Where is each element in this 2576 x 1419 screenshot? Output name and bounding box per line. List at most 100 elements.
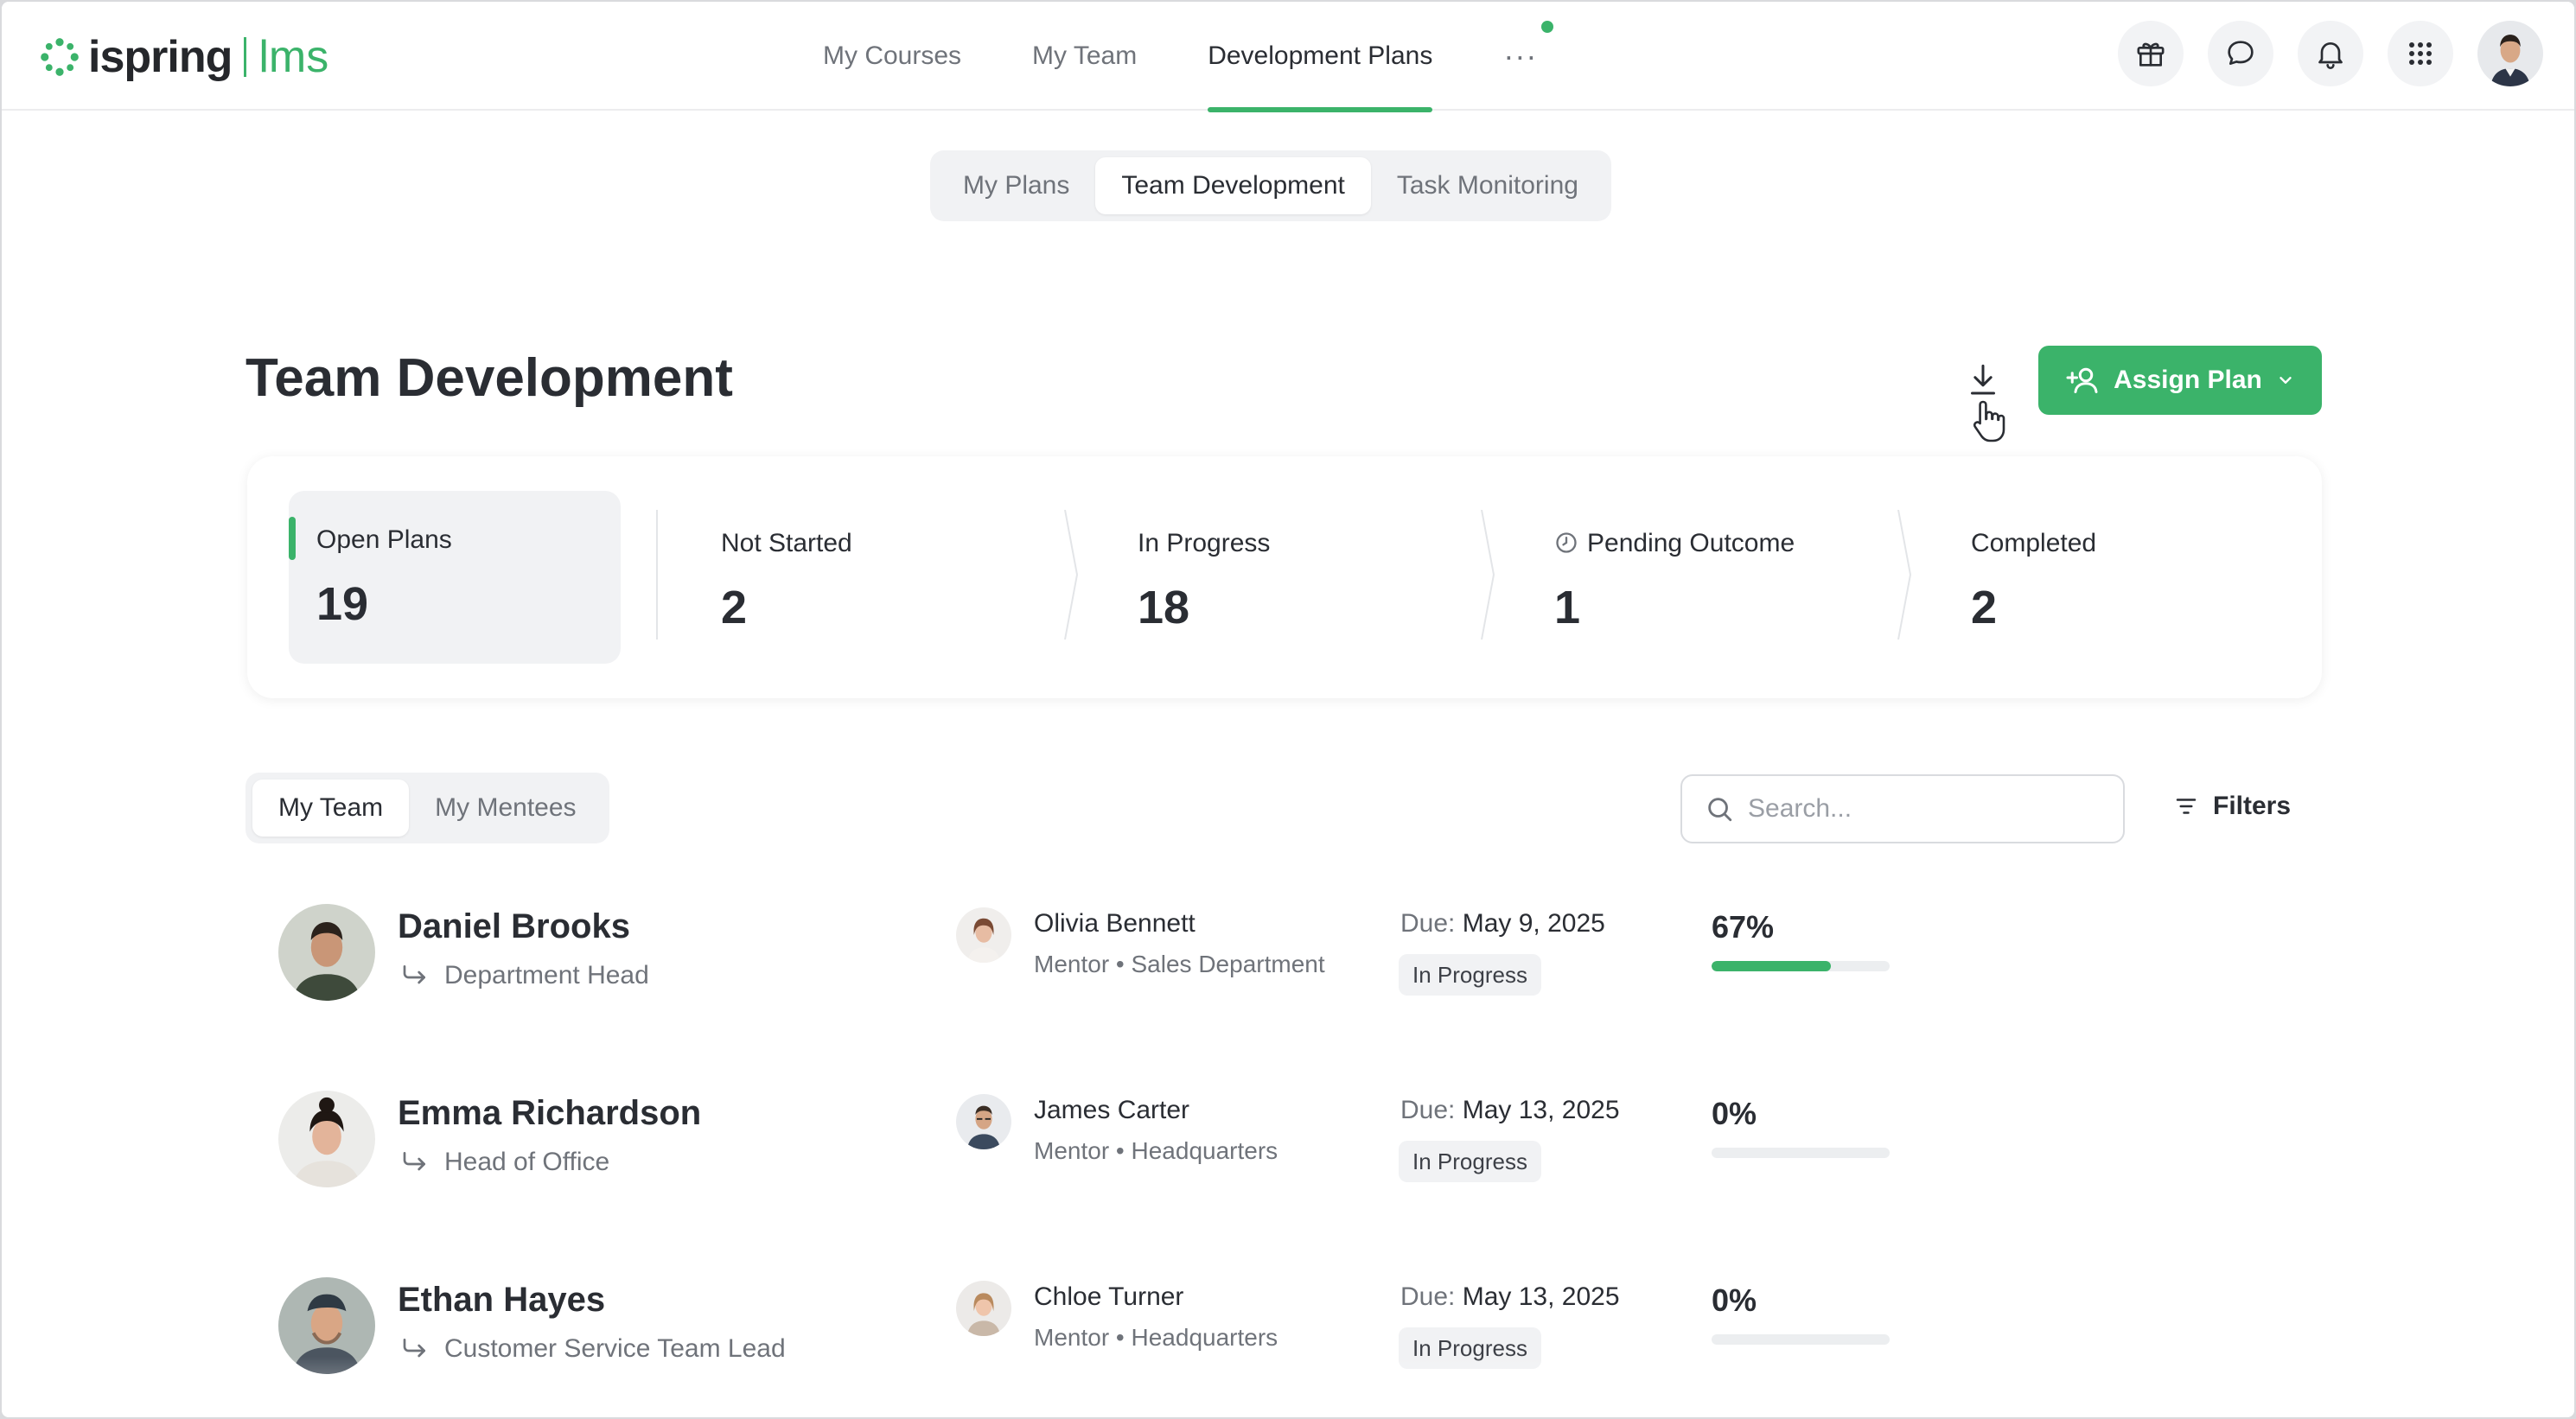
download-icon[interactable] (1966, 361, 2000, 399)
nav-my-courses[interactable]: My Courses (823, 41, 962, 70)
subordinate-arrow-icon (403, 965, 425, 984)
assign-plan-label: Assign Plan (2114, 366, 2262, 394)
employee-role-text: Department Head (444, 961, 649, 989)
search-input[interactable] (1748, 794, 2094, 824)
chevron-separator-icon (1897, 510, 1912, 640)
logo[interactable]: ispring lms (40, 32, 328, 82)
stat-value: 19 (316, 578, 369, 630)
chat-button[interactable] (2208, 21, 2273, 86)
stat-value: 2 (1971, 582, 1998, 633)
stat-not-started[interactable]: Not Started 2 (721, 491, 1084, 664)
divider (656, 510, 658, 640)
filters-label: Filters (2213, 792, 2292, 820)
logo-product-text: lms (244, 35, 328, 80)
due-label: Due: (1400, 1096, 1456, 1124)
nav-more-button[interactable]: ··· (1503, 2, 1554, 111)
bell-icon (2318, 42, 2343, 69)
notifications-button[interactable] (2298, 21, 2363, 86)
mentor-role: Mentor • Headquarters (1034, 1324, 1278, 1351)
nav-development-plans[interactable]: Development Plans (1208, 2, 1433, 112)
chevron-separator-icon (1481, 510, 1495, 640)
progress-percent: 67% (1712, 909, 1775, 945)
user-avatar-image (2477, 21, 2543, 86)
employee-photo (278, 1091, 375, 1187)
more-dots-icon: ··· (1503, 38, 1538, 73)
filters-button[interactable]: Filters (2173, 792, 2291, 821)
stat-label: In Progress (1138, 529, 1271, 557)
filter-icon (2176, 799, 2197, 814)
employee-avatar (278, 1091, 375, 1187)
subordinate-arrow-icon (403, 1152, 425, 1171)
stat-in-progress[interactable]: In Progress 18 (1138, 491, 1501, 664)
due-date: Due: May 13, 2025 (1400, 1282, 1620, 1312)
employee-name[interactable]: Ethan Hayes (398, 1281, 606, 1319)
employee-photo (278, 1277, 375, 1374)
due-date-value: May 13, 2025 (1462, 1096, 1620, 1124)
chat-icon (2228, 41, 2254, 65)
due-date: Due: May 9, 2025 (1400, 909, 1605, 939)
table-row[interactable]: Daniel Brooks Department Head Olivia Ben… (245, 904, 2320, 1091)
top-actions (2094, 21, 2543, 86)
stat-label: Pending Outcome (1554, 529, 1795, 558)
plans-subtabs: My Plans Team Development Task Monitorin… (930, 150, 1611, 221)
stat-open-plans[interactable]: Open Plans 19 (289, 491, 621, 664)
stat-completed[interactable]: Completed 2 (1971, 491, 2299, 664)
mentor-avatar (956, 1281, 1011, 1336)
user-avatar[interactable] (2477, 21, 2543, 86)
employee-photo (278, 904, 375, 1001)
mentor-name: Chloe Turner (1034, 1282, 1184, 1311)
mentor-photo (956, 907, 1011, 963)
add-user-icon (2066, 367, 2098, 393)
stat-label: Not Started (721, 529, 852, 557)
search-icon (1708, 798, 1732, 822)
mentor-name: Olivia Bennett (1034, 909, 1196, 938)
employee-role: Head of Office (401, 1148, 609, 1177)
toggle-my-team[interactable]: My Team (252, 779, 410, 837)
employee-avatar (278, 1277, 375, 1374)
due-date-value: May 13, 2025 (1462, 1282, 1620, 1311)
logo-brand-text: ispring (88, 32, 233, 82)
apps-button[interactable] (2388, 21, 2453, 86)
due-label: Due: (1400, 909, 1456, 938)
due-label: Due: (1400, 1282, 1456, 1311)
due-date: Due: May 13, 2025 (1400, 1096, 1620, 1125)
mentor-role: Mentor • Sales Department (1034, 951, 1325, 977)
stat-label: Completed (1971, 529, 2097, 557)
top-navigation: ispring lms My Courses My Team Developme… (2, 2, 2574, 112)
mentor-avatar (956, 1094, 1011, 1149)
page-title: Team Development (245, 348, 733, 408)
mentor-photo (956, 1094, 1011, 1149)
table-row[interactable]: Emma Richardson Head of Office James Car… (245, 1091, 2320, 1277)
gift-icon (2137, 42, 2165, 67)
stat-pending-outcome[interactable]: Pending Outcome 1 (1554, 491, 1917, 664)
stat-value: 1 (1554, 582, 1581, 633)
stat-label-text: Pending Outcome (1587, 529, 1795, 557)
assign-plan-button[interactable]: Assign Plan (2038, 346, 2322, 415)
nav-my-team[interactable]: My Team (1032, 41, 1138, 70)
employee-role: Department Head (401, 961, 649, 990)
chevron-down-icon (2280, 377, 2292, 384)
subtab-task-monitoring[interactable]: Task Monitoring (1396, 171, 1578, 200)
clock-icon (1556, 532, 1577, 553)
subtab-my-plans[interactable]: My Plans (963, 171, 1070, 200)
employee-role: Customer Service Team Lead (401, 1334, 786, 1364)
employee-name[interactable]: Emma Richardson (398, 1094, 702, 1132)
main-nav: My Courses My Team Development Plans ··· (823, 2, 1554, 112)
gift-button[interactable] (2118, 21, 2184, 86)
employee-name[interactable]: Daniel Brooks (398, 907, 630, 945)
team-toggle: My Team My Mentees (245, 773, 609, 843)
plan-stats-card: Open Plans 19 Not Started 2 In Progress … (247, 456, 2322, 698)
status-badge: In Progress (1399, 954, 1541, 996)
active-indicator (289, 517, 296, 560)
table-row[interactable]: Ethan Hayes Customer Service Team Lead C… (245, 1277, 2320, 1417)
mentor-role: Mentor • Headquarters (1034, 1137, 1278, 1164)
toggle-my-mentees[interactable]: My Mentees (435, 793, 577, 822)
employee-role-text: Customer Service Team Lead (444, 1334, 786, 1363)
progress-bar (1712, 1334, 1890, 1345)
chevron-separator-icon (1064, 510, 1079, 640)
progress-percent: 0% (1712, 1096, 1757, 1131)
subtab-team-development[interactable]: Team Development (1095, 157, 1371, 214)
mentor-avatar (956, 907, 1011, 963)
mentor-name: James Carter (1034, 1096, 1190, 1124)
